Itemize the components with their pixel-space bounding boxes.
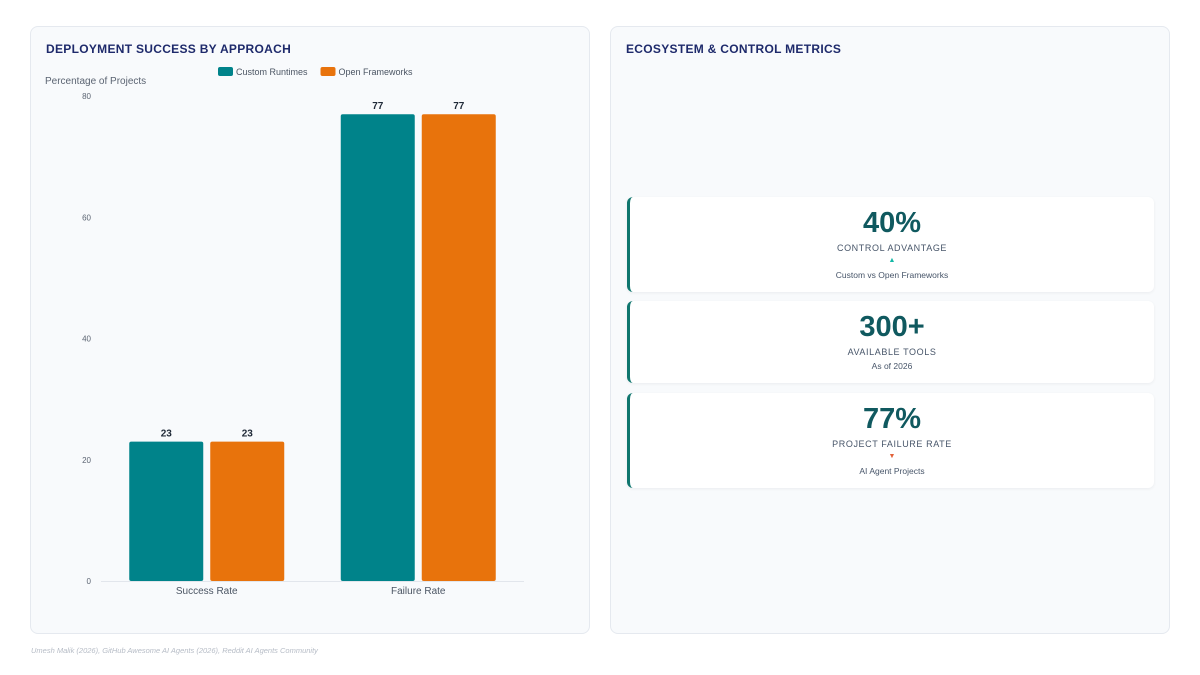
metrics-panel: ECOSYSTEM & CONTROL METRICS 40% CONTROL …	[610, 26, 1170, 634]
bar-data-label: 77	[453, 101, 465, 112]
metric-subtext: As of 2026	[871, 361, 913, 371]
metric-label: AVAILABLE TOOLS	[847, 347, 937, 357]
legend-label: Custom Runtimes	[236, 67, 308, 77]
bar-data-label: 23	[161, 429, 173, 440]
bar	[421, 114, 496, 581]
metric-value: 77%	[862, 403, 922, 435]
bar-chart: Percentage of Projects 0 20 40 60 80 Custom Ru…	[45, 67, 524, 597]
source-note: Umesh Malik (2026), GitHub Awesome AI Ag…	[31, 646, 318, 655]
metric-label: CONTROL ADVANTAGE	[836, 243, 948, 253]
bar-data-label: 77	[372, 101, 384, 112]
chart-panel: DEPLOYMENT SUCCESS BY APPROACH Percentag…	[30, 26, 590, 634]
metric-card-control-advantage: 40% CONTROL ADVANTAGE ▲ Custom vs Open F…	[627, 197, 1154, 292]
trend-up-icon: ▲	[888, 257, 896, 264]
legend-label: Open Frameworks	[339, 67, 414, 77]
metric-label: PROJECT FAILURE RATE	[832, 439, 952, 449]
y-tick-label: 20	[82, 456, 91, 465]
metric-card-project-failure-rate: 77% PROJECT FAILURE RATE ▼ AI Agent Proj…	[627, 393, 1154, 488]
y-axis-title: Percentage of Projects	[45, 76, 146, 87]
bar-data-label: 23	[242, 429, 254, 440]
y-tick-label: 0	[87, 577, 92, 586]
legend-swatch	[218, 67, 233, 76]
x-tick-label: Success Rate	[176, 586, 238, 597]
metric-value: 40%	[862, 207, 922, 239]
y-tick-label: 80	[82, 92, 91, 101]
metric-subtext: Custom vs Open Frameworks	[835, 270, 949, 280]
y-tick-label: 60	[82, 213, 91, 222]
legend-swatch	[320, 67, 336, 76]
trend-down-icon: ▼	[888, 453, 896, 460]
chart-panel-title: DEPLOYMENT SUCCESS BY APPROACH	[46, 42, 292, 56]
x-tick-label: Failure Rate	[391, 586, 446, 597]
y-tick-label: 40	[82, 335, 91, 344]
bar	[340, 114, 415, 581]
metric-card-available-tools: 300+ AVAILABLE TOOLS As of 2026	[627, 301, 1154, 383]
metric-subtext: AI Agent Projects	[859, 466, 925, 476]
bar	[210, 441, 285, 581]
bar	[129, 441, 204, 581]
metric-value: 300+	[859, 311, 925, 343]
metrics-panel-title: ECOSYSTEM & CONTROL METRICS	[626, 42, 842, 56]
